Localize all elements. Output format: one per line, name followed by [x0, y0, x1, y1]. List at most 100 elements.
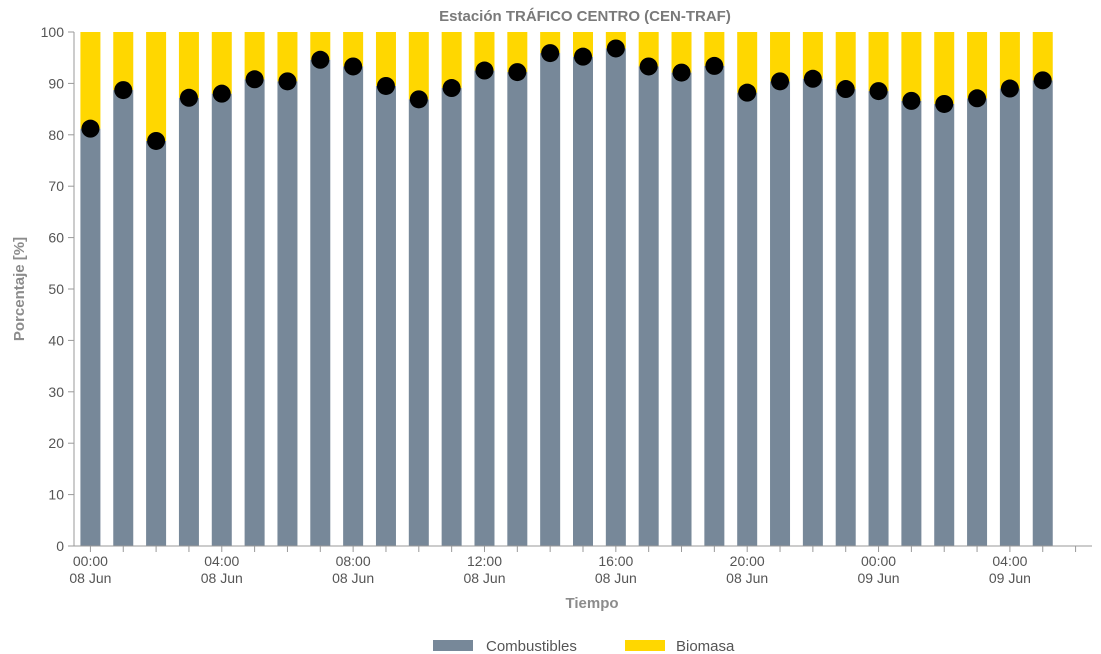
bar-biomasa[interactable] — [211, 32, 232, 94]
bar-combustibles[interactable] — [211, 93, 232, 547]
combustibles-marker[interactable] — [179, 88, 198, 107]
bar-combustibles[interactable] — [638, 66, 659, 547]
legend-swatch-combustibles[interactable] — [433, 640, 473, 651]
bar-biomasa[interactable] — [113, 32, 134, 91]
combustibles-marker[interactable] — [935, 94, 954, 113]
combustibles-marker[interactable] — [968, 89, 987, 108]
bar-combustibles[interactable] — [999, 88, 1020, 546]
bar-combustibles[interactable] — [178, 97, 199, 547]
bar-combustibles[interactable] — [835, 89, 856, 546]
combustibles-marker[interactable] — [344, 57, 363, 76]
combustibles-marker[interactable] — [902, 91, 921, 110]
y-tick-label: 10 — [48, 487, 64, 503]
combustibles-marker[interactable] — [409, 90, 428, 109]
bar-biomasa[interactable] — [704, 32, 725, 66]
x-tick-label-time: 00:00 — [73, 553, 108, 569]
bar-combustibles[interactable] — [507, 72, 528, 546]
bar-biomasa[interactable] — [934, 32, 955, 104]
combustibles-marker[interactable] — [475, 61, 494, 80]
bar-biomasa[interactable] — [507, 32, 528, 73]
bar-biomasa[interactable] — [343, 32, 364, 67]
bar-combustibles[interactable] — [704, 65, 725, 546]
bar-biomasa[interactable] — [868, 32, 889, 92]
bar-biomasa[interactable] — [375, 32, 396, 86]
bar-combustibles[interactable] — [408, 99, 429, 547]
y-tick-label: 100 — [41, 24, 65, 40]
bar-biomasa[interactable] — [244, 32, 265, 80]
legend-swatch-biomasa[interactable] — [625, 640, 665, 651]
bar-combustibles[interactable] — [310, 59, 331, 546]
bar-combustibles[interactable] — [441, 88, 462, 546]
combustibles-marker[interactable] — [606, 39, 625, 58]
combustibles-marker[interactable] — [639, 57, 658, 76]
bar-biomasa[interactable] — [999, 32, 1020, 89]
bar-combustibles[interactable] — [375, 85, 396, 546]
bar-combustibles[interactable] — [901, 100, 922, 546]
bar-combustibles[interactable] — [671, 72, 692, 546]
bar-combustibles[interactable] — [967, 98, 988, 546]
legend-label-biomasa[interactable]: Biomasa — [676, 638, 735, 654]
bar-combustibles[interactable] — [474, 70, 495, 547]
combustibles-marker[interactable] — [147, 131, 166, 150]
bar-combustibles[interactable] — [113, 90, 134, 546]
bar-biomasa[interactable] — [80, 32, 101, 129]
combustibles-marker[interactable] — [803, 69, 822, 88]
bar-combustibles[interactable] — [244, 79, 265, 547]
bar-biomasa[interactable] — [474, 32, 495, 71]
combustibles-marker[interactable] — [245, 70, 264, 89]
combustibles-marker[interactable] — [869, 82, 888, 101]
combustibles-marker[interactable] — [114, 81, 133, 100]
combustibles-marker[interactable] — [1033, 71, 1052, 90]
x-tick-label-date: 08 Jun — [726, 570, 768, 586]
bar-biomasa[interactable] — [835, 32, 856, 90]
bar-combustibles[interactable] — [868, 91, 889, 547]
combustibles-marker[interactable] — [574, 47, 592, 66]
x-tick-label-date: 09 Jun — [989, 570, 1031, 586]
x-tick-label-time: 00:00 — [861, 553, 896, 569]
bar-combustibles[interactable] — [802, 78, 823, 547]
bar-combustibles[interactable] — [277, 81, 298, 547]
combustibles-marker[interactable] — [376, 76, 395, 95]
combustibles-marker[interactable] — [836, 80, 855, 99]
combustibles-marker[interactable] — [278, 72, 297, 91]
bar-biomasa[interactable] — [737, 32, 758, 93]
y-axis-title: Porcentaje [%] — [11, 237, 28, 341]
combustibles-marker[interactable] — [1000, 79, 1019, 98]
bar-biomasa[interactable] — [671, 32, 692, 73]
bar-biomasa[interactable] — [408, 32, 429, 100]
bar-combustibles[interactable] — [146, 140, 167, 546]
combustibles-marker[interactable] — [442, 79, 461, 98]
combustibles-marker[interactable] — [81, 119, 100, 138]
bar-biomasa[interactable] — [277, 32, 298, 82]
bar-biomasa[interactable] — [802, 32, 823, 79]
bar-biomasa[interactable] — [967, 32, 988, 99]
bar-biomasa[interactable] — [1032, 32, 1053, 81]
bar-biomasa[interactable] — [441, 32, 462, 89]
bar-combustibles[interactable] — [80, 128, 101, 546]
bar-biomasa[interactable] — [770, 32, 791, 82]
bar-combustibles[interactable] — [540, 53, 561, 546]
combustibles-marker[interactable] — [672, 63, 691, 82]
x-axis-title: Tiempo — [565, 595, 618, 612]
bar-biomasa[interactable] — [146, 32, 167, 141]
bar-combustibles[interactable] — [1032, 80, 1053, 546]
bar-biomasa[interactable] — [638, 32, 659, 67]
bar-combustibles[interactable] — [770, 81, 791, 547]
bar-combustibles[interactable] — [737, 92, 758, 546]
y-tick-label: 70 — [48, 178, 64, 194]
bar-combustibles[interactable] — [605, 48, 626, 547]
combustibles-marker[interactable] — [508, 63, 527, 82]
bar-biomasa[interactable] — [178, 32, 199, 98]
bar-combustibles[interactable] — [934, 103, 955, 547]
combustibles-marker[interactable] — [212, 84, 231, 103]
combustibles-marker[interactable] — [541, 44, 560, 63]
x-tick-label-date: 08 Jun — [463, 570, 505, 586]
combustibles-marker[interactable] — [705, 56, 724, 75]
combustibles-marker[interactable] — [771, 72, 790, 91]
bar-combustibles[interactable] — [343, 66, 364, 547]
bar-combustibles[interactable] — [573, 56, 593, 547]
legend-label-combustibles[interactable]: Combustibles — [486, 638, 577, 654]
combustibles-marker[interactable] — [311, 50, 330, 69]
bar-biomasa[interactable] — [901, 32, 922, 101]
combustibles-marker[interactable] — [738, 83, 757, 102]
